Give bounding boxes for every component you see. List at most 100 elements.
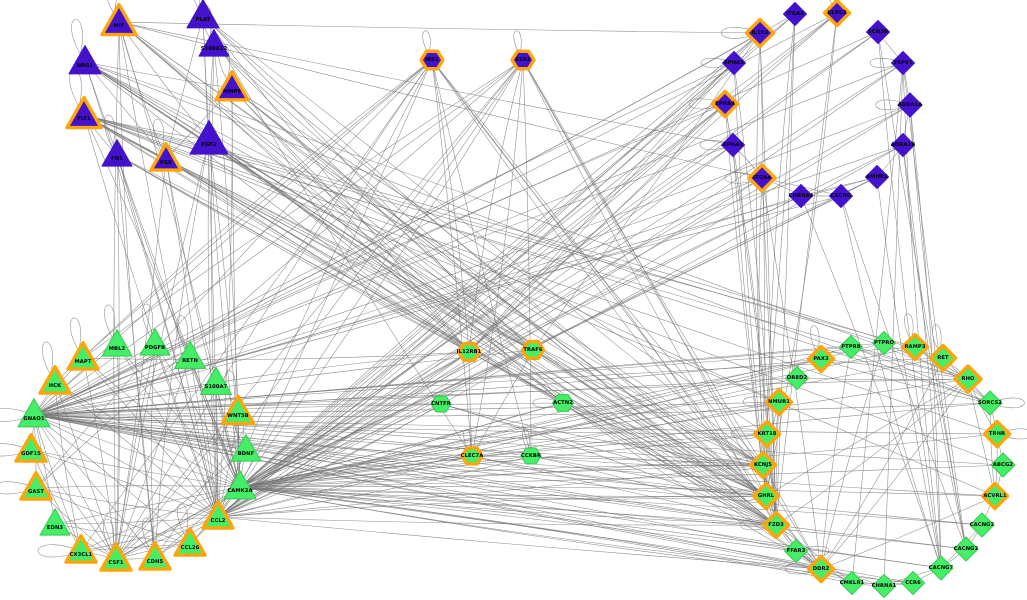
graph-edge: [54, 381, 82, 552]
graph-node-ret[interactable]: [928, 343, 958, 373]
graph-node-adra1b[interactable]: [890, 132, 916, 158]
graph-node-cdh5[interactable]: [138, 540, 172, 571]
graph-node-s100a12[interactable]: [198, 29, 230, 57]
graph-node-abcg2[interactable]: [990, 452, 1016, 478]
graph-node-hck[interactable]: [38, 364, 72, 395]
graph-edge: [239, 486, 885, 587]
graph-self-loop: [0, 443, 32, 457]
graph-node-mbl2[interactable]: [101, 329, 133, 357]
graph-node-plat[interactable]: [186, 0, 220, 29]
graph-node-cx3cl1[interactable]: [64, 533, 98, 564]
graph-node-camk2a[interactable]: [223, 470, 257, 500]
graph-node-ramp3[interactable]: [900, 332, 930, 362]
graph-edge: [150, 343, 156, 559]
graph-node-ccr6[interactable]: [900, 570, 926, 596]
graph-edge: [468, 103, 726, 353]
graph-edge: [165, 158, 764, 466]
graph-node-cmklr1[interactable]: [839, 570, 865, 596]
graph-node-epha3[interactable]: [720, 132, 746, 158]
graph-edge: [902, 62, 942, 569]
graph-node-traf6[interactable]: [520, 339, 546, 361]
graph-edge: [431, 59, 777, 526]
graph-self-loop: [37, 544, 82, 558]
graph-node-edn3[interactable]: [39, 508, 71, 536]
graph-edge: [33, 414, 767, 497]
graph-node-csf1[interactable]: [99, 541, 133, 572]
graph-node-ddr2[interactable]: [806, 554, 836, 584]
graph-node-klrc2[interactable]: [822, 0, 852, 28]
graph-node-pdgfb[interactable]: [139, 328, 171, 356]
graph-edge: [239, 433, 768, 488]
graph-node-mapt[interactable]: [66, 340, 100, 371]
graph-node-itga4[interactable]: [747, 163, 777, 193]
graph-node-fn1[interactable]: [101, 139, 133, 167]
graph-node-nrg1[interactable]: [68, 45, 102, 75]
graph-node-fgf2[interactable]: [189, 120, 229, 155]
graph-node-ccl2[interactable]: [201, 499, 235, 530]
graph-node-cckbr[interactable]: [520, 447, 542, 465]
graph-node-gast[interactable]: [19, 470, 53, 501]
graph-edge: [217, 104, 911, 518]
graph-node-kcnj5[interactable]: [748, 450, 778, 480]
graph-node-bdnf[interactable]: [230, 434, 262, 462]
graph-node-ffar3[interactable]: [783, 538, 809, 564]
graph-node-cacng3[interactable]: [953, 536, 979, 562]
graph-edge: [84, 61, 233, 89]
graph-node-epha4[interactable]: [710, 89, 740, 119]
graph-node-il1r2[interactable]: [744, 17, 776, 49]
graph-node-rho[interactable]: [953, 364, 983, 394]
graph-node-s100a7[interactable]: [199, 366, 233, 396]
graph-node-acvrl1[interactable]: [980, 481, 1010, 511]
graph-node-gnao1[interactable]: [17, 398, 51, 428]
graph-node-ptprb[interactable]: [838, 334, 864, 360]
graph-node-or8d2[interactable]: [784, 365, 810, 391]
graph-node-wnt5b[interactable]: [220, 394, 256, 426]
graph-node-cacng7[interactable]: [928, 555, 954, 581]
graph-edge: [231, 87, 534, 351]
graph-node-cacng2[interactable]: [969, 512, 995, 538]
graph-node-fzd3[interactable]: [761, 510, 791, 540]
graph-node-epha5[interactable]: [721, 50, 747, 76]
graph-edge: [820, 358, 991, 404]
graph-node-trpv1[interactable]: [890, 50, 916, 76]
graph-node-pax3[interactable]: [806, 344, 836, 374]
graph-self-loop: [153, 118, 167, 160]
graph-node-fgb[interactable]: [149, 141, 183, 172]
graph-node-sorcs2[interactable]: [977, 390, 1003, 416]
graph-node-chrna1[interactable]: [871, 573, 897, 599]
graph-node-flt1[interactable]: [65, 95, 103, 130]
graph-node-nmur1[interactable]: [764, 387, 794, 417]
graph-node-chrna4[interactable]: [788, 183, 814, 209]
graph-node-trhr[interactable]: [982, 419, 1012, 449]
graph-node-adra1a[interactable]: [897, 92, 923, 118]
graph-edge: [82, 59, 433, 359]
graph-node-mif[interactable]: [100, 2, 138, 37]
graph-node-scn3b[interactable]: [865, 19, 891, 45]
graph-edge: [530, 455, 777, 526]
graph-node-retn[interactable]: [173, 340, 207, 370]
graph-node-ptpro[interactable]: [871, 330, 897, 356]
graph-node-il12rb1[interactable]: [456, 341, 482, 363]
graph-node-gdf15[interactable]: [14, 432, 48, 463]
graph-edge: [440, 403, 764, 466]
graph-node-ghrl[interactable]: [751, 481, 781, 511]
graph-edge: [84, 61, 991, 404]
graph-node-esr2[interactable]: [510, 49, 536, 71]
graph-node-krt18[interactable]: [752, 419, 782, 449]
graph-node-cntfr[interactable]: [430, 395, 452, 413]
graph-node-amhr2[interactable]: [864, 164, 890, 190]
graph-node-irs1[interactable]: [419, 49, 445, 71]
graph-node-clec7a[interactable]: [460, 446, 484, 466]
graph-edge: [909, 104, 942, 569]
graph-node-itga8[interactable]: [782, 1, 808, 27]
graph-node-ccl26[interactable]: [173, 526, 207, 557]
graph-edge: [468, 12, 838, 353]
graph-edge: [33, 144, 904, 416]
graph-node-mmp9[interactable]: [214, 69, 250, 102]
graph-edge: [239, 342, 885, 488]
graph-edge: [115, 154, 120, 560]
graph-node-actn2[interactable]: [551, 394, 575, 412]
graph-node-cacng[interactable]: [828, 183, 854, 209]
graph-edge: [208, 139, 534, 351]
